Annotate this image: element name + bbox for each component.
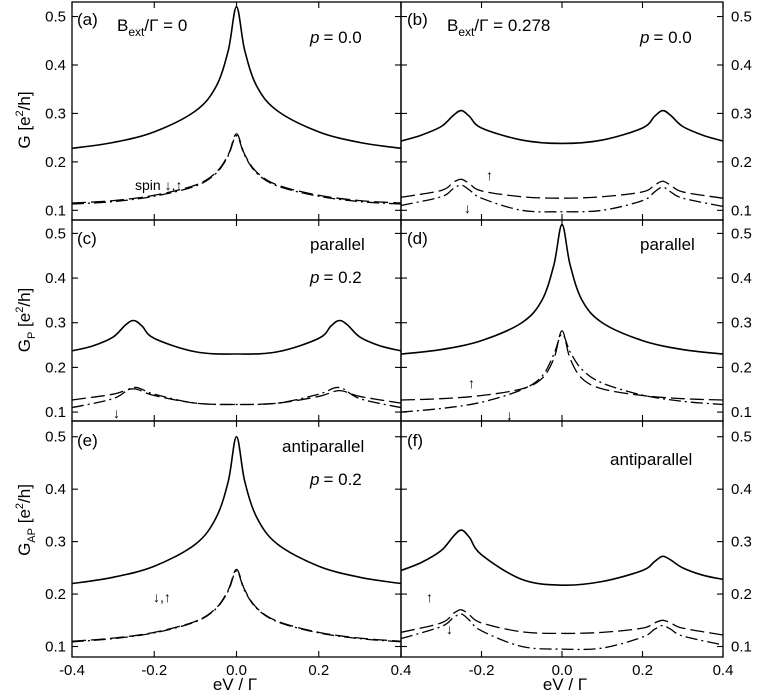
y-tick-label: 0.4: [45, 481, 66, 498]
panel-d-config: parallel: [640, 235, 695, 254]
series-dashed-c: [71, 388, 402, 406]
panel-f-up-arrow: ↑: [426, 589, 433, 605]
y-tick-label: 0.4: [45, 57, 66, 74]
x-tick-label: 0.0: [226, 662, 247, 679]
panel-f-config: antiparallel: [610, 450, 692, 469]
panel-b-tag: (b): [407, 10, 428, 29]
y-tick-label: 0.2: [45, 154, 66, 171]
y-tick-label: 0.1: [731, 202, 752, 219]
y-tick-label: 0.1: [45, 639, 66, 656]
y-tick-label: 0.1: [45, 202, 66, 219]
series-solid-f: [400, 529, 724, 586]
ylabel-row3: GAP [e2/h]: [14, 484, 38, 556]
panel-d-up-arrow: ↑: [468, 375, 475, 391]
svg-text:G [e2/h]: G [e2/h]: [14, 91, 34, 148]
y-tick-label: 0.4: [731, 481, 752, 498]
y-tick-label: 0.2: [731, 154, 752, 171]
xlabel-right: eV / Γ: [543, 675, 587, 694]
panel-c-config: parallel: [310, 235, 365, 254]
y-tick-label: 0.3: [731, 105, 752, 122]
series-dashdot-a: [71, 135, 402, 205]
panel-b-field: Bext/Γ = 0.278: [447, 16, 550, 39]
panel-b: 0.1 0.2 0.3 0.4 0.5: [400, 1, 752, 221]
series-dashdot-d: [400, 333, 724, 413]
series-dashdot-c: [71, 386, 402, 409]
panel-e-polarization: p = 0.2: [309, 470, 362, 489]
series-dashed-d: [400, 330, 724, 401]
panel-a-tag: (a): [77, 10, 98, 29]
x-tick-label: 0.0: [552, 662, 573, 679]
panel-f: 0.1 0.2 0.3 0.4 0.5 -0.2 0.0 0.2 0.4: [400, 420, 752, 679]
y-tick-label: 0.2: [45, 359, 66, 376]
y-tick-label: 0.5: [731, 429, 752, 446]
x-tick-label: 0.4: [391, 662, 412, 679]
panel-b-up-arrow: ↑: [486, 167, 493, 183]
series-solid-c: [71, 319, 402, 355]
y-tick-label: 0.4: [731, 57, 752, 74]
x-tick-label: 0.2: [632, 662, 653, 679]
series-solid-e: [71, 435, 402, 585]
y-tick-label: 0.3: [731, 315, 752, 332]
panel-f-tag: (f): [407, 431, 423, 450]
y-tick-label: 0.5: [731, 9, 752, 26]
y-tick-label: 0.3: [45, 105, 66, 122]
y-tick-label: 0.1: [45, 404, 66, 421]
x-tick-label: 0.2: [308, 662, 329, 679]
xlabel-left: eV / Γ: [213, 675, 257, 694]
panel-e: 0.1 0.2 0.3 0.4 0.5 -0.4 -0.2 0.0 0.2: [45, 420, 402, 679]
series-dashed-e: [71, 568, 402, 642]
series-dashed-a: [71, 133, 402, 204]
series-dashdot-b: [400, 184, 724, 213]
y-tick-label: 0.5: [45, 9, 66, 26]
panel-b-polarization: p = 0.0: [639, 28, 692, 47]
panel-d-down-arrow: ↓: [506, 407, 513, 423]
panel-frame: [71, 420, 402, 658]
panel-d-tag: (d): [407, 229, 428, 248]
ylabel-row2: GP [e2/h]: [14, 288, 38, 353]
panel-d: 0.1 0.2 0.3 0.4 0.5: [400, 219, 752, 422]
y-tick-label: 0.3: [45, 315, 66, 332]
panel-c-tag: (c): [77, 229, 97, 248]
y-tick-label: 0.5: [45, 225, 66, 242]
svg-text:GP [e2/h]: GP [e2/h]: [14, 288, 38, 353]
panel-e-spin-label: ↓,↑: [153, 589, 171, 605]
ylabel-row1: G [e2/h]: [14, 91, 34, 148]
y-tick-label: 0.3: [731, 534, 752, 551]
y-tick-label: 0.2: [731, 586, 752, 603]
panel-c: 0.1 0.2 0.3 0.4 0.5: [45, 219, 402, 422]
series-solid-b: [400, 109, 724, 145]
y-tick-label: 0.4: [731, 270, 752, 287]
series-dashdot-f: [400, 613, 724, 651]
panel-a-spin-label: spin ↓,↑: [135, 177, 182, 193]
y-tick-label: 0.4: [45, 270, 66, 287]
panel-f-down-arrow: ↓: [446, 621, 453, 637]
y-tick-label: 0.5: [45, 429, 66, 446]
panel-a-polarization: p = 0.0: [309, 28, 362, 47]
x-tick-label: -0.4: [59, 662, 85, 679]
y-tick-label: 0.1: [731, 404, 752, 421]
series-dashed-f: [400, 609, 724, 636]
svg-text:GAP [e2/h]: GAP [e2/h]: [14, 484, 38, 556]
panel-c-polarization: p = 0.2: [309, 268, 362, 287]
x-tick-label: -0.2: [469, 662, 495, 679]
y-tick-label: 0.3: [45, 534, 66, 551]
y-tick-label: 0.1: [731, 639, 752, 656]
panel-e-config: antiparallel: [282, 437, 364, 456]
series-dashdot-e: [71, 570, 402, 643]
panels: 0.10.20.30.40.50.10.20.30.40.50.10.20.30…: [45, 1, 752, 679]
panel-b-down-arrow: ↓: [464, 200, 471, 216]
x-tick-label: 0.4: [713, 662, 734, 679]
panel-c-down-arrow: ↓: [113, 405, 120, 421]
y-tick-label: 0.2: [45, 586, 66, 603]
panel-e-tag: (e): [77, 431, 98, 450]
panel-a: 0.1 0.2 0.3 0.4 0.5: [45, 1, 402, 221]
series-dashed-b: [400, 178, 724, 199]
y-tick-label: 0.5: [731, 225, 752, 242]
x-tick-label: -0.2: [141, 662, 167, 679]
panel-a-field: Bext/Γ = 0: [117, 16, 187, 39]
y-tick-label: 0.2: [731, 359, 752, 376]
